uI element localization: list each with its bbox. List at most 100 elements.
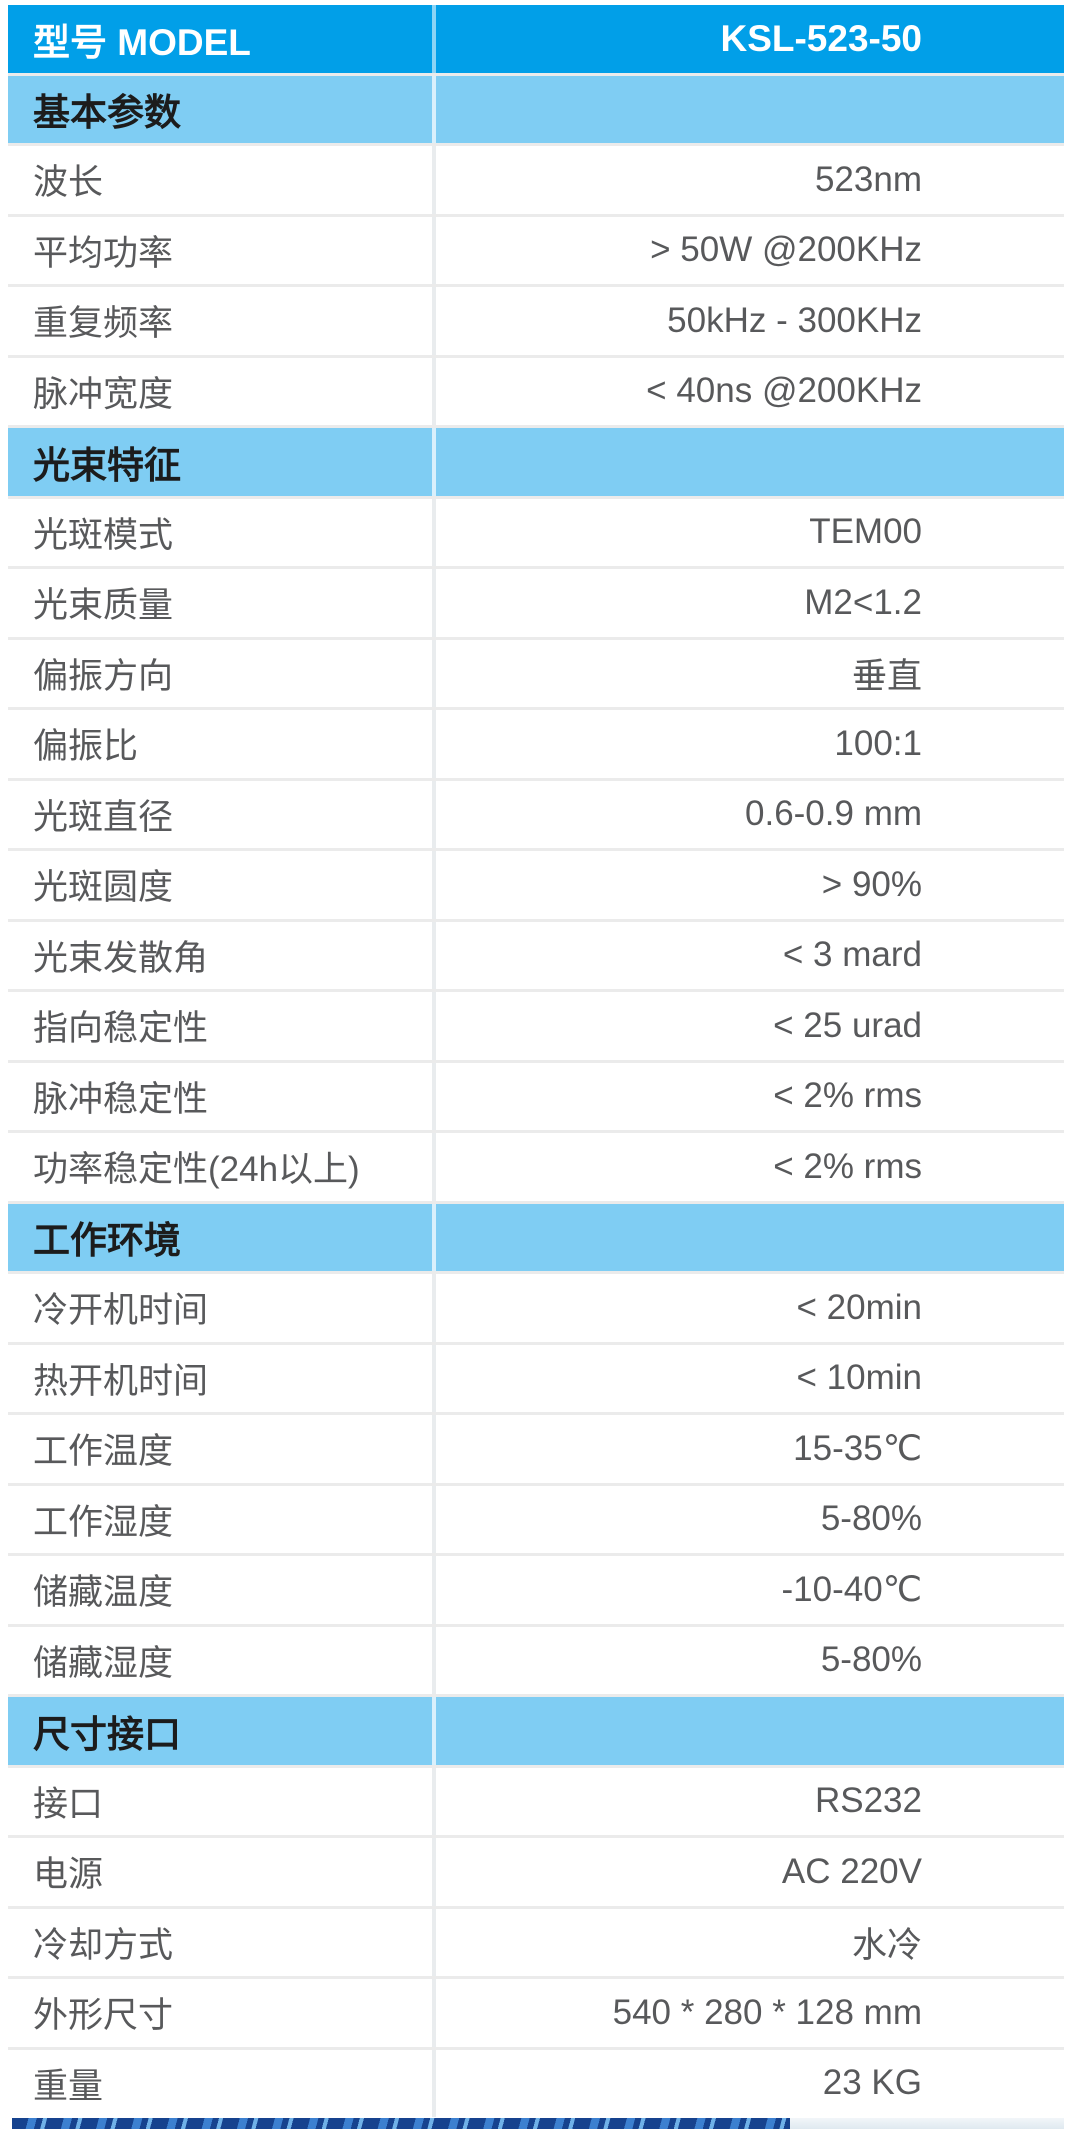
spec-name: 储藏温度 bbox=[33, 1573, 174, 1613]
spec-value: 5-80% bbox=[820, 1499, 922, 1539]
table-row: 重量 23 KG bbox=[8, 2049, 1064, 2117]
spec-value: < 10min bbox=[796, 1358, 923, 1398]
column-divider bbox=[432, 75, 436, 143]
table-row: 光斑模式 TEM00 bbox=[8, 498, 1064, 569]
section-title: 光束特征 bbox=[33, 444, 181, 486]
stripe-light-segment bbox=[790, 2118, 1064, 2129]
section-header-row: 工作环境 bbox=[8, 1203, 1064, 1274]
spec-name: 脉冲宽度 bbox=[33, 374, 174, 414]
table-row: 冷却方式 水冷 bbox=[8, 1908, 1064, 1979]
column-divider bbox=[432, 2049, 436, 2117]
table-row: 储藏湿度 5-80% bbox=[8, 1626, 1064, 1697]
table-row: 平均功率 > 50W @200KHz bbox=[8, 216, 1064, 287]
spec-value: TEM00 bbox=[809, 512, 922, 552]
column-divider bbox=[432, 428, 436, 496]
stripe-pattern bbox=[12, 2118, 791, 2129]
spec-value: -10-40℃ bbox=[781, 1569, 922, 1609]
spec-value: < 25 urad bbox=[773, 1005, 922, 1045]
table-row: 外形尺寸 540 * 280 * 128 mm bbox=[8, 1979, 1064, 2050]
table-row: 冷开机时间 < 20min bbox=[8, 1274, 1064, 1345]
section-header-row: 光束特征 bbox=[8, 428, 1064, 499]
spec-value: RS232 bbox=[814, 1781, 922, 1821]
spec-name: 偏振方向 bbox=[33, 656, 174, 696]
model-label: 型号 MODEL bbox=[33, 21, 251, 63]
table-row: 接口 RS232 bbox=[8, 1767, 1064, 1838]
spec-name: 光束质量 bbox=[33, 586, 174, 626]
column-divider bbox=[432, 921, 436, 989]
spec-name: 光斑圆度 bbox=[33, 868, 174, 908]
section-header-row: 尺寸接口 bbox=[8, 1697, 1064, 1768]
column-divider bbox=[432, 357, 436, 425]
column-divider bbox=[432, 1556, 436, 1624]
column-divider bbox=[432, 992, 436, 1060]
column-divider bbox=[432, 1274, 436, 1342]
section-title: 工作环境 bbox=[33, 1220, 181, 1262]
spec-name: 脉冲稳定性 bbox=[33, 1079, 209, 1119]
model-value: KSL-523-50 bbox=[720, 17, 922, 59]
table-header-row: 型号 MODEL KSL-523-50 bbox=[8, 5, 1064, 76]
spec-value: 23 KG bbox=[822, 2063, 922, 2103]
section-header-row: 基本参数 bbox=[8, 75, 1064, 146]
spec-value: AC 220V bbox=[781, 1851, 922, 1891]
spec-value: < 3 mard bbox=[782, 935, 922, 975]
spec-name: 重量 bbox=[33, 2066, 104, 2106]
spec-name: 接口 bbox=[33, 1784, 104, 1824]
spec-name: 电源 bbox=[33, 1855, 104, 1895]
column-divider bbox=[432, 5, 436, 73]
column-divider bbox=[432, 1697, 436, 1765]
column-divider bbox=[432, 1979, 436, 2047]
table-row: 工作温度 15-35℃ bbox=[8, 1415, 1064, 1486]
section-title: 基本参数 bbox=[33, 92, 181, 134]
spec-table: 型号 MODEL KSL-523-50 基本参数波长 523nm 平均功率 > 50W @… bbox=[8, 5, 1064, 2117]
column-divider bbox=[432, 1344, 436, 1412]
spec-value: < 20min bbox=[796, 1287, 923, 1327]
table-row: 脉冲稳定性 < 2% rms bbox=[8, 1062, 1064, 1133]
column-divider bbox=[432, 569, 436, 637]
spec-value: 15-35℃ bbox=[793, 1428, 922, 1468]
spec-value: > 50W @200KHz bbox=[650, 230, 922, 270]
spec-value: 100:1 bbox=[834, 723, 922, 763]
spec-name: 波长 bbox=[33, 163, 104, 203]
spec-value bbox=[436, 1697, 1064, 1765]
spec-name: 工作温度 bbox=[33, 1432, 174, 1472]
spec-name: 冷开机时间 bbox=[33, 1291, 209, 1331]
section-title: 尺寸接口 bbox=[33, 1713, 181, 1755]
table-row: 偏振比 100:1 bbox=[8, 710, 1064, 781]
footer-decorative-stripe bbox=[12, 2118, 1064, 2129]
spec-name: 工作湿度 bbox=[33, 1502, 174, 1542]
spec-value: 523nm bbox=[814, 159, 922, 199]
column-divider bbox=[432, 1767, 436, 1835]
column-divider bbox=[432, 1415, 436, 1483]
spec-name: 光束发散角 bbox=[33, 938, 209, 978]
column-divider bbox=[432, 1626, 436, 1694]
spec-name: 光斑模式 bbox=[33, 515, 174, 555]
spec-name: 偏振比 bbox=[33, 727, 139, 767]
column-divider bbox=[432, 710, 436, 778]
column-divider bbox=[432, 639, 436, 707]
column-divider bbox=[432, 1485, 436, 1553]
spec-name: 热开机时间 bbox=[33, 1361, 209, 1401]
spec-value bbox=[436, 76, 1064, 144]
spec-name: 冷却方式 bbox=[33, 1925, 174, 1965]
table-row: 光斑直径 0.6-0.9 mm bbox=[8, 780, 1064, 851]
column-divider bbox=[432, 216, 436, 284]
column-divider bbox=[432, 1203, 436, 1271]
table-row: 光斑圆度 > 90% bbox=[8, 851, 1064, 922]
column-divider bbox=[432, 1908, 436, 1976]
column-divider bbox=[432, 1133, 436, 1201]
table-row: 电源 AC 220V bbox=[8, 1838, 1064, 1909]
spec-value: < 2% rms bbox=[773, 1076, 922, 1116]
spec-value: 5-80% bbox=[820, 1640, 922, 1680]
spec-name: 外形尺寸 bbox=[33, 1996, 174, 2036]
spec-value: 540 * 280 * 128 mm bbox=[612, 1992, 922, 2032]
table-row: 光束质量 M2<1.2 bbox=[8, 569, 1064, 640]
table-row: 储藏温度 -10-40℃ bbox=[8, 1556, 1064, 1627]
spec-value: 0.6-0.9 mm bbox=[745, 794, 922, 834]
table-row: 热开机时间 < 10min bbox=[8, 1344, 1064, 1415]
spec-value: M2<1.2 bbox=[804, 582, 922, 622]
spec-name: 指向稳定性 bbox=[33, 1009, 209, 1049]
column-divider bbox=[432, 287, 436, 355]
spec-value: < 2% rms bbox=[773, 1146, 922, 1186]
table-row: 光束发散角 < 3 mard bbox=[8, 921, 1064, 992]
table-row: 脉冲宽度 < 40ns @200KHz bbox=[8, 357, 1064, 428]
